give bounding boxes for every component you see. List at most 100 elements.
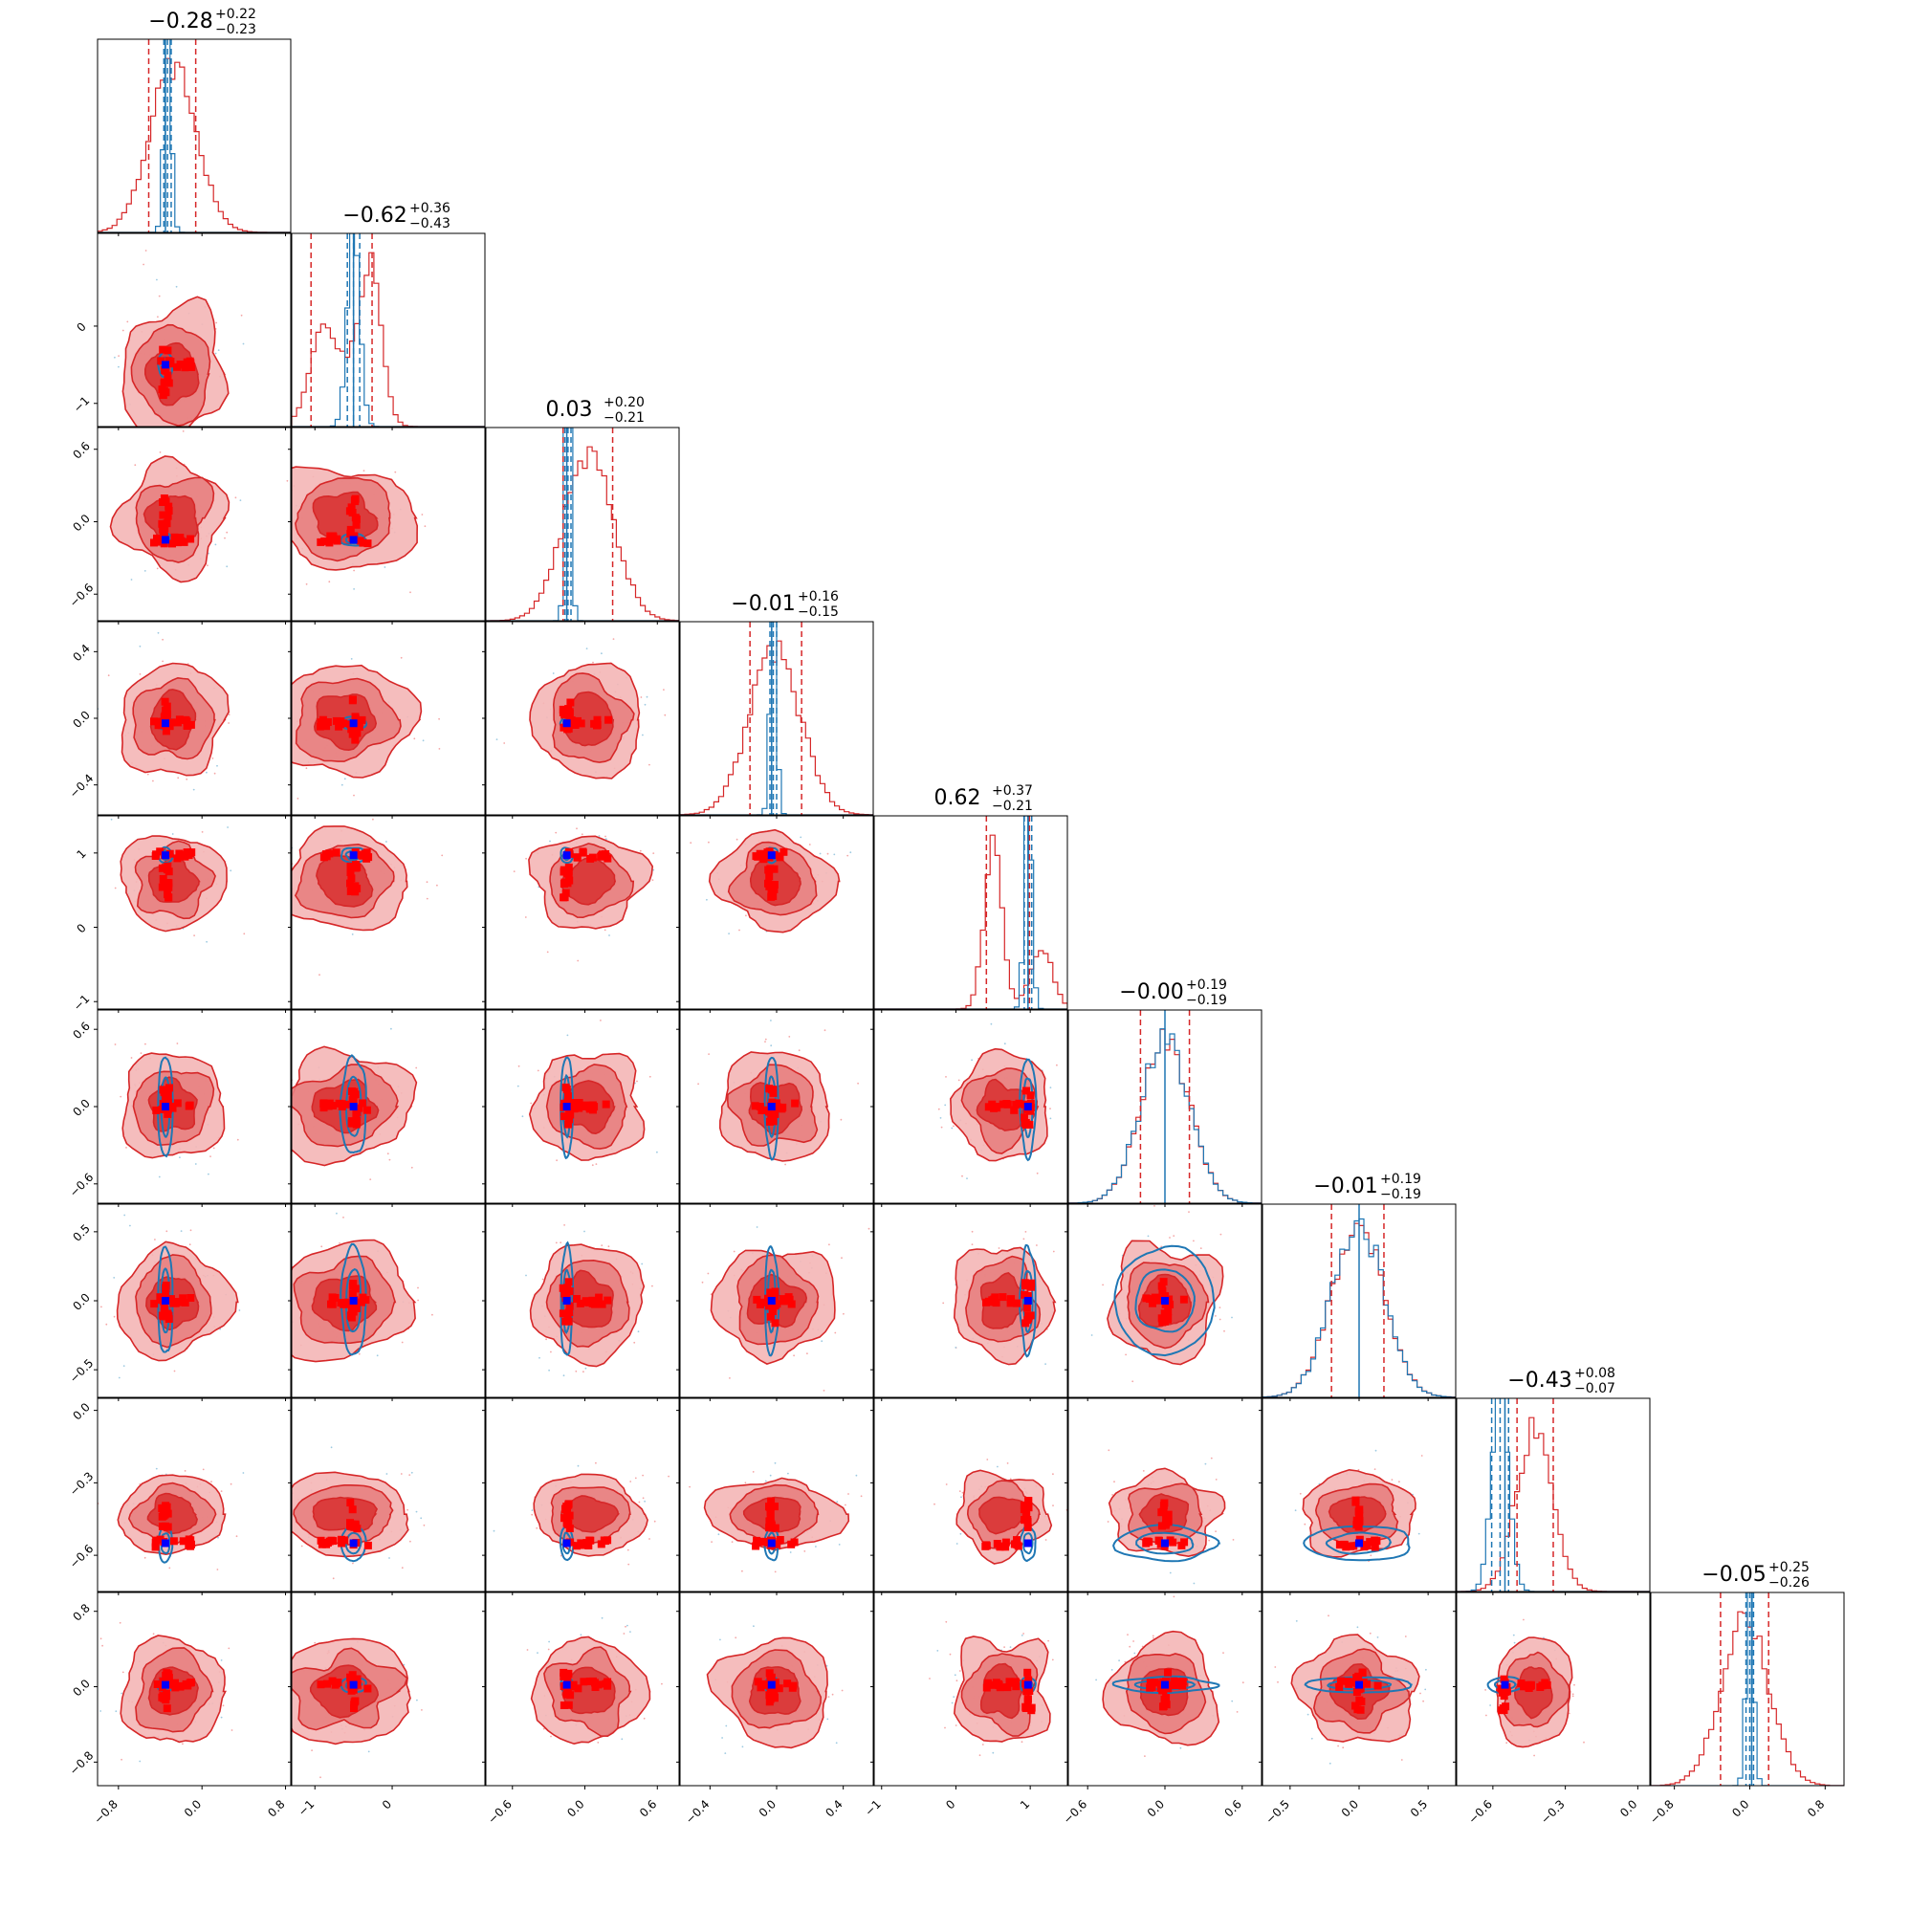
- sample-point: [978, 1754, 981, 1757]
- panel-frame: [97, 232, 292, 428]
- y-tick-label: −0.4: [67, 772, 97, 801]
- sample-point: [725, 1724, 728, 1727]
- outlier-marker: [1022, 1087, 1030, 1095]
- outlier-marker: [348, 1505, 357, 1514]
- sample-point: [231, 1729, 233, 1731]
- outlier-marker: [776, 1536, 784, 1544]
- sample-point: [288, 1126, 290, 1128]
- outlier-marker: [765, 1698, 774, 1706]
- sample-point: [226, 565, 229, 568]
- truth-marker: [767, 1297, 776, 1305]
- outlier-marker: [179, 1537, 187, 1546]
- histogram-wide-1: [292, 252, 485, 427]
- sample-point: [741, 1745, 744, 1748]
- histogram-narrow-8: [1651, 1592, 1844, 1786]
- outlier-marker: [1146, 1683, 1154, 1692]
- outlier-marker: [350, 1704, 358, 1712]
- sample-point: [238, 1309, 241, 1311]
- sample-point: [159, 451, 162, 453]
- sample-point: [410, 1471, 413, 1474]
- outlier-marker: [559, 1309, 567, 1318]
- outlier-marker: [363, 1684, 372, 1693]
- outlier-marker: [758, 1298, 767, 1306]
- sample-point: [144, 1043, 146, 1045]
- sample-point: [538, 1356, 540, 1359]
- outlier-marker: [1166, 1536, 1175, 1545]
- sample-point: [139, 645, 142, 648]
- sample-point: [173, 1370, 176, 1372]
- outlier-marker: [575, 1104, 583, 1112]
- sample-point: [1218, 1318, 1221, 1321]
- outlier-marker: [165, 379, 173, 387]
- truth-marker: [1161, 1539, 1169, 1548]
- sample-point: [524, 916, 527, 918]
- sample-point: [286, 889, 288, 891]
- outlier-marker: [156, 538, 165, 546]
- outlier-marker: [160, 531, 168, 539]
- sample-point: [621, 1738, 624, 1741]
- sample-point: [668, 1475, 670, 1478]
- sample-point: [1052, 1473, 1054, 1476]
- outlier-marker: [1164, 1314, 1173, 1322]
- outlier-marker: [560, 711, 569, 719]
- sample-point: [1258, 1533, 1260, 1535]
- sample-point: [503, 742, 506, 744]
- outlier-marker: [166, 358, 175, 365]
- sample-point: [966, 1177, 968, 1179]
- y-tick-label: 0.0: [70, 1677, 92, 1699]
- outlier-marker: [765, 882, 774, 890]
- outlier-marker: [347, 1313, 356, 1322]
- sample-point: [1328, 1762, 1331, 1765]
- sample-point: [530, 1102, 533, 1105]
- outlier-marker: [167, 1295, 175, 1304]
- x-tick-label: −0.6: [1061, 1797, 1090, 1827]
- sample-point: [625, 1625, 626, 1628]
- sample-point: [1047, 1639, 1049, 1642]
- outlier-marker: [329, 1537, 338, 1546]
- outlier-marker: [165, 1315, 173, 1324]
- sample-point: [1009, 1478, 1012, 1481]
- sample-point: [143, 1556, 146, 1559]
- sample-point: [562, 1374, 565, 1377]
- sample-point: [182, 1743, 184, 1745]
- panel-1-0: −1 0: [71, 232, 292, 430]
- sample-point: [1484, 1689, 1486, 1691]
- outlier-marker: [162, 1502, 170, 1510]
- sample-point: [1169, 1237, 1171, 1239]
- panel-frame: [873, 1592, 1068, 1787]
- sample-point: [1232, 1539, 1235, 1541]
- outlier-marker: [352, 519, 361, 528]
- sample-point: [235, 1535, 238, 1538]
- sample-point: [214, 352, 217, 355]
- narrow-contour-1: [1111, 1675, 1220, 1695]
- outlier-marker: [602, 1100, 610, 1109]
- sample-point: [1153, 1636, 1154, 1639]
- outlier-marker: [1366, 1538, 1374, 1547]
- sample-point: [525, 1274, 527, 1277]
- outlier-marker: [1498, 1706, 1506, 1715]
- outlier-marker: [573, 853, 582, 862]
- sample-point: [513, 870, 516, 872]
- title-lower-error-2: −0.21: [604, 410, 645, 426]
- sample-point: [835, 1742, 838, 1745]
- outlier-marker: [1023, 1523, 1032, 1531]
- outlier-marker: [575, 1099, 583, 1107]
- outlier-marker: [1371, 1543, 1379, 1551]
- sample-point: [639, 849, 642, 852]
- outlier-marker: [169, 1537, 178, 1546]
- outlier-marker: [1013, 1299, 1021, 1307]
- sample-point: [99, 1710, 101, 1712]
- histogram-wide-2: [486, 446, 679, 621]
- sample-point: [1215, 1479, 1218, 1481]
- outlier-marker: [359, 1099, 367, 1108]
- sample-point: [177, 777, 180, 779]
- outlier-marker: [591, 1683, 600, 1691]
- outlier-marker: [349, 1307, 358, 1316]
- panel-5-0: −0.6 0.0 0.6: [67, 1009, 292, 1207]
- sample-point: [1218, 1306, 1221, 1308]
- sample-point: [441, 854, 444, 857]
- sample-point: [929, 1678, 931, 1680]
- sample-point: [274, 562, 275, 564]
- y-tick-label: −0.6: [67, 1171, 97, 1200]
- sample-point: [194, 1163, 197, 1165]
